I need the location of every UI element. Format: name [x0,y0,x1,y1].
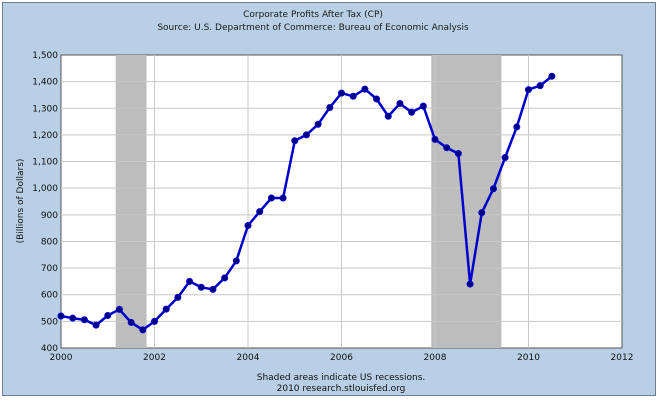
data-point [57,312,65,320]
y-axis-label: (Billions of Dollars) [16,159,26,244]
data-point [419,102,427,110]
y-tick-label: 700 [41,264,58,274]
data-point [513,123,521,131]
recession-band-2 [431,55,502,348]
footer-source: 2010 research.stlouisfed.org [277,384,406,394]
data-point [396,99,404,107]
data-point [501,154,509,162]
data-point [478,209,486,217]
grid-layer [61,55,622,348]
data-point [209,285,217,293]
data-point [104,312,112,320]
y-tick-layer: 400 500 600 700 800 900 1,000 1,100 1,200 1,300 1,… [32,51,58,354]
data-point [373,95,381,103]
x-tick-label: 2010 [517,353,540,363]
data-point [139,326,147,334]
data-point [221,274,229,282]
data-point [408,108,416,116]
footer-recession-note: Shaded areas indicate US recessions. [257,373,426,383]
chart-subtitle: Source: U.S. Department of Commerce: Bur… [157,23,469,33]
data-point [151,317,158,325]
y-tick-label: 1,100 [32,158,58,168]
y-tick-label: 600 [41,291,58,301]
data-point [454,150,462,158]
data-point [80,316,88,324]
x-tick-label: 2004 [237,353,260,363]
chart-svg: Corporate Profits After Tax (CP) Source:… [16,10,634,394]
data-point [489,185,497,193]
data-point [232,257,240,265]
data-point [338,89,345,97]
data-point [302,131,310,139]
y-tick-label: 500 [41,317,58,327]
data-point [115,305,123,313]
data-point [536,82,544,90]
data-point [443,144,451,152]
data-point [548,72,556,80]
x-tick-label: 2008 [424,353,447,363]
recession-band-1 [115,55,147,348]
chart-frame: Corporate Profits After Tax (CP) Source:… [2,2,656,396]
series-layer [57,72,556,334]
data-point [92,321,100,329]
y-tick-label: 1,500 [32,51,58,61]
y-tick-label: 900 [41,211,58,221]
data-point [314,120,322,128]
recession-layer [115,55,502,348]
data-point [267,194,275,202]
data-point [326,103,334,111]
data-point [256,208,264,216]
data-point [466,280,474,288]
y-tick-label: 1,300 [32,104,58,114]
y-tick-label: 400 [41,344,58,354]
data-point [244,221,252,229]
y-tick-label: 1,200 [32,131,58,141]
x-tick-label: 2012 [611,353,634,363]
data-point [197,283,205,291]
data-point [162,305,170,313]
data-point [361,85,369,93]
x-tick-label: 2002 [143,353,166,363]
data-point [431,135,439,143]
x-tick-label: 2000 [50,353,73,363]
y-tick-label: 1,400 [32,78,58,88]
y-tick-label: 800 [41,237,58,247]
data-point [69,314,77,322]
data-point [127,318,135,326]
data-point [279,194,287,202]
data-point [174,293,182,301]
x-tick-label: 2006 [330,353,353,363]
y-tick-label: 1,000 [32,184,58,194]
data-point [186,277,194,285]
data-point [384,112,392,120]
chart-title: Corporate Profits After Tax (CP) [243,10,383,20]
data-point [349,92,357,100]
x-tick-layer: 2000 2002 2004 2006 2008 2010 2012 [50,353,634,363]
data-point [291,137,299,145]
data-point [525,86,532,94]
